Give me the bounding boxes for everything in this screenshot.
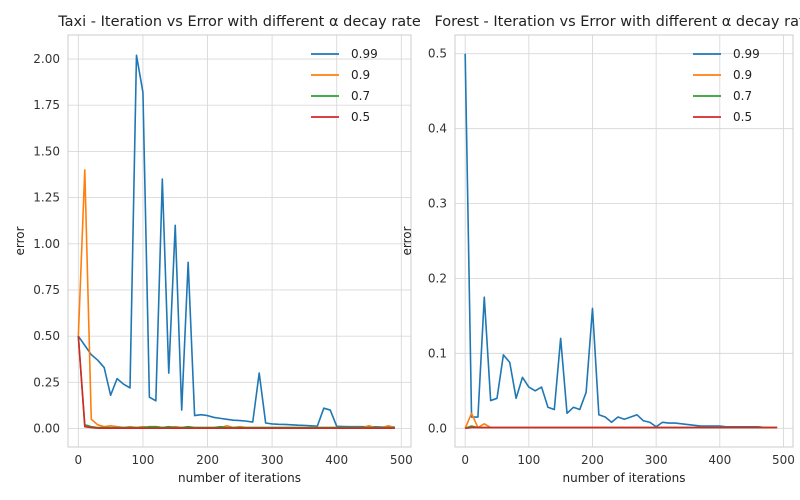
forest-title: Forest - Iteration vs Error with differe…	[434, 14, 800, 30]
taxi-ytick-label: 0.25	[33, 375, 60, 389]
forest-ylabel: error	[400, 226, 414, 255]
taxi-ytick-label: 1.50	[33, 144, 60, 158]
forest-xtick-label: 500	[772, 453, 795, 467]
forest-legend-label: 0.99	[733, 47, 760, 61]
taxi-ytick-label: 1.25	[33, 191, 60, 205]
forest-ytick-label: 0.2	[428, 271, 447, 285]
forest-ytick-label: 0.4	[428, 122, 447, 136]
forest-xtick-label: 400	[708, 453, 731, 467]
forest-chart: 0 100 200 300 400 500 0.0 0.1 0.2 0.3 0.4 0.5 number…	[400, 14, 800, 485]
taxi-legend-label: 0.5	[351, 110, 370, 124]
taxi-ytick-label: 2.00	[33, 52, 60, 66]
forest-series-line-0-5	[465, 426, 778, 430]
forest-legend-label: 0.9	[733, 68, 752, 82]
taxi-xtick-label: 300	[261, 453, 284, 467]
taxi-ylabel: error	[13, 226, 27, 255]
taxi-chart: 0 100 200 300 400 500 0.00 0.25 0.50 0.75 1.00 1.25…	[13, 14, 421, 485]
forest-xtick-label: 300	[645, 453, 668, 467]
forest-legend-label: 0.5	[733, 110, 752, 124]
forest-ytick-label: 0.0	[428, 421, 447, 435]
forest-ytick-label: 0.5	[428, 47, 447, 61]
forest-axes-frame	[454, 34, 794, 448]
forest-xlabel: number of iterations	[563, 471, 686, 485]
forest-xtick-label: 100	[517, 453, 540, 467]
taxi-ytick-label: 0.50	[33, 329, 60, 343]
forest-ytick-label: 0.3	[428, 197, 447, 211]
taxi-series-line-0-99	[77, 54, 395, 428]
taxi-series-line-0-5	[77, 336, 395, 429]
taxi-legend-label: 0.9	[351, 68, 370, 82]
forest-legend-label: 0.7	[733, 89, 752, 103]
taxi-title: Taxi - Iteration vs Error with different…	[57, 14, 421, 30]
taxi-axes-frame	[67, 34, 412, 448]
forest-series-line-0-99	[464, 53, 778, 429]
taxi-ytick-label: 1.75	[33, 98, 60, 112]
taxi-legend-label: 0.7	[351, 89, 370, 103]
taxi-xtick-label: 100	[131, 453, 154, 467]
taxi-ytick-label: 1.00	[33, 237, 60, 251]
taxi-plot-area	[68, 35, 411, 447]
forest-plot-area	[455, 35, 793, 447]
forest-ytick-label: 0.1	[428, 346, 447, 360]
taxi-ytick-label: 0.75	[33, 283, 60, 297]
taxi-ytick-label: 0.00	[33, 422, 60, 436]
forest-xtick-label: 200	[581, 453, 604, 467]
taxi-xlabel: number of iterations	[178, 471, 301, 485]
taxi-xtick-label: 500	[390, 453, 413, 467]
taxi-legend-label: 0.99	[351, 47, 378, 61]
taxi-xtick-label: 0	[75, 453, 83, 467]
taxi-xtick-label: 200	[196, 453, 219, 467]
taxi-xtick-label: 400	[325, 453, 348, 467]
forest-xtick-label: 0	[461, 453, 469, 467]
